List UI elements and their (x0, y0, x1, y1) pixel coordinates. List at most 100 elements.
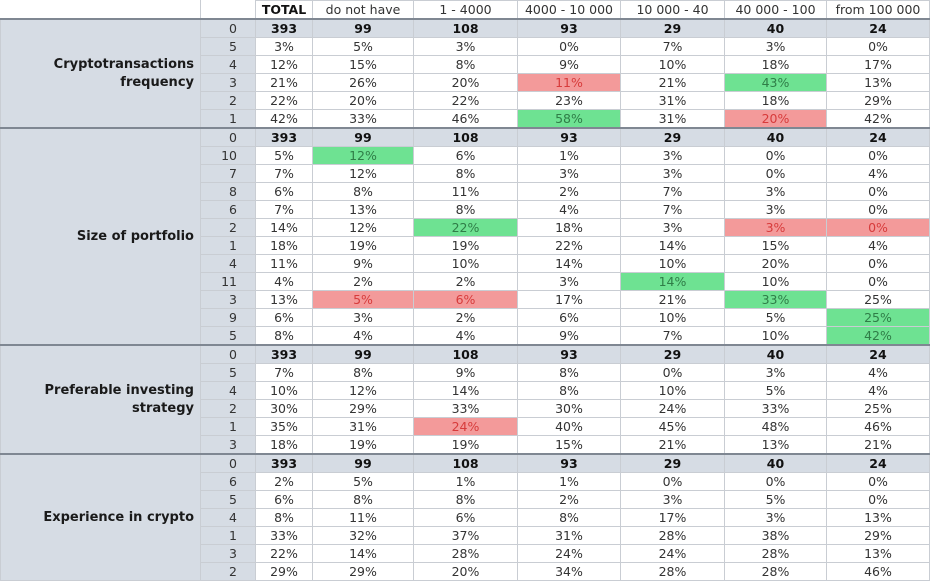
value-cell: 0% (826, 146, 930, 165)
value-cell: 6% (255, 182, 313, 201)
table-row: 11 4% 2% 2% 3% 14% 10% 0% (1, 272, 930, 291)
value-cell: 20% (413, 562, 518, 581)
value-cell: 4% (826, 363, 930, 382)
value-cell: 22% (413, 91, 518, 110)
answer-code-cell: 5 (200, 37, 256, 56)
value-cell: 28% (724, 562, 827, 581)
value-cell: 21% (255, 73, 313, 92)
value-cell: 17% (620, 508, 725, 527)
answer-code-cell: 5 (200, 326, 256, 346)
value-cell: 4% (826, 236, 930, 255)
value-cell: 33% (255, 526, 313, 545)
count-cell: 40 (724, 127, 827, 147)
value-cell: 28% (413, 544, 518, 563)
table-row: 3 18% 19% 19% 15% 21% 13% 21% (1, 435, 930, 455)
count-cell: 393 (255, 127, 313, 147)
value-cell: 19% (413, 236, 518, 255)
value-cell: 8% (517, 363, 621, 382)
count-cell: 393 (255, 344, 313, 364)
count-cell: 393 (255, 453, 313, 473)
value-cell: 46% (826, 562, 930, 581)
count-cell: 99 (312, 344, 414, 364)
table-row: 1 18% 19% 19% 22% 14% 15% 4% (1, 236, 930, 255)
value-cell: 4% (826, 381, 930, 400)
highlighted-value-cell: 0% (826, 218, 930, 237)
value-cell: 29% (312, 562, 414, 581)
value-cell: 37% (413, 526, 518, 545)
value-cell: 3% (724, 200, 827, 219)
value-cell: 8% (312, 182, 414, 201)
answer-code-cell: 4 (200, 254, 256, 273)
value-cell: 5% (312, 37, 414, 56)
count-cell: 29 (620, 18, 725, 38)
count-cell: 108 (413, 127, 518, 147)
value-cell: 40% (517, 417, 621, 436)
value-cell: 7% (255, 363, 313, 382)
answer-code-cell: 6 (200, 200, 256, 219)
value-cell: 22% (517, 236, 621, 255)
value-cell: 4% (255, 272, 313, 291)
value-cell: 21% (826, 435, 930, 455)
value-cell: 13% (826, 508, 930, 527)
count-cell: 393 (255, 18, 313, 38)
count-cell: 24 (826, 127, 930, 147)
table-row: 4 10% 12% 14% 8% 10% 5% 4% (1, 381, 930, 400)
value-cell: 2% (517, 490, 621, 509)
value-cell: 14% (620, 236, 725, 255)
value-cell: 18% (724, 91, 827, 110)
value-cell: 4% (826, 164, 930, 183)
column-header: from 100 000 (826, 0, 930, 20)
count-cell: 99 (312, 127, 414, 147)
value-cell: 13% (826, 73, 930, 92)
corner-blank-cell (0, 0, 201, 19)
value-cell: 15% (312, 55, 414, 74)
value-cell: 4% (413, 326, 518, 346)
table-row: 2 29% 29% 20% 34% 28% 28% 46% (1, 562, 930, 581)
column-header: 4000 - 10 000 (517, 0, 621, 20)
value-cell: 8% (517, 508, 621, 527)
answer-code-cell: 2 (200, 399, 256, 418)
table-row: 3 21% 26% 20% 11% 21% 43% 13% (1, 73, 930, 92)
count-cell: 40 (724, 18, 827, 38)
value-cell: 5% (312, 472, 414, 491)
count-cell: 99 (312, 453, 414, 473)
value-cell: 3% (517, 164, 621, 183)
column-header: do not have (312, 0, 414, 20)
highlighted-value-cell: 5% (312, 290, 414, 309)
value-cell: 30% (517, 399, 621, 418)
value-cell: 13% (312, 200, 414, 219)
answer-code-cell: 0 (200, 453, 256, 473)
value-cell: 8% (312, 490, 414, 509)
value-cell: 1% (413, 472, 518, 491)
answer-code-cell: 0 (200, 344, 256, 364)
value-cell: 14% (255, 218, 313, 237)
table-row: 3 22% 14% 28% 24% 24% 28% 13% (1, 544, 930, 563)
count-cell: 93 (517, 453, 621, 473)
answer-code-cell: 5 (200, 490, 256, 509)
value-cell: 18% (255, 435, 313, 455)
table-row: 9 6% 3% 2% 6% 10% 5% 25% (1, 308, 930, 327)
count-cell: 40 (724, 453, 827, 473)
value-cell: 8% (255, 508, 313, 527)
value-cell: 3% (620, 218, 725, 237)
section-label: Cryptotransactions frequency (0, 18, 201, 129)
count-row: Experience in crypto 0 393 99 108 93 29 40 24 (0, 453, 930, 581)
value-cell: 4% (312, 326, 414, 346)
value-cell: 3% (255, 37, 313, 56)
answer-code-cell: 9 (200, 308, 256, 327)
value-cell: 0% (826, 182, 930, 201)
value-cell: 9% (413, 363, 518, 382)
table-row: 6 2% 5% 1% 1% 0% 0% 0% (1, 472, 930, 491)
count-cell: 93 (517, 18, 621, 38)
value-cell: 3% (724, 508, 827, 527)
value-cell: 15% (724, 236, 827, 255)
value-cell: 7% (620, 326, 725, 346)
answer-code-cell: 1 (200, 236, 256, 255)
count-row: Preferable investing strategy 0 393 99 108 93… (0, 344, 930, 455)
value-cell: 3% (620, 164, 725, 183)
section-label: Preferable investing strategy (0, 344, 201, 455)
count-cell: 24 (826, 18, 930, 38)
value-cell: 30% (255, 399, 313, 418)
value-cell: 29% (255, 562, 313, 581)
